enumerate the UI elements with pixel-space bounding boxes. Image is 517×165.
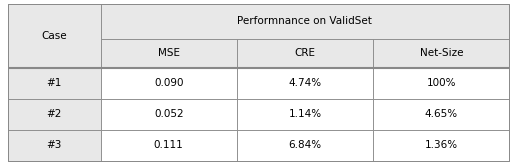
Bar <box>100 39 237 68</box>
Bar <box>8 4 100 68</box>
Text: Performnance on ValidSet: Performnance on ValidSet <box>237 16 372 26</box>
Text: CRE: CRE <box>295 48 316 58</box>
Text: Case: Case <box>41 31 67 41</box>
Bar <box>8 99 100 130</box>
Bar <box>100 4 509 39</box>
Text: MSE: MSE <box>158 48 180 58</box>
Bar <box>373 39 509 68</box>
Text: 4.65%: 4.65% <box>425 109 458 119</box>
Bar <box>237 99 373 130</box>
Text: #3: #3 <box>47 140 62 150</box>
Bar <box>373 130 509 161</box>
Text: 4.74%: 4.74% <box>288 78 322 88</box>
Text: Net-Size: Net-Size <box>419 48 463 58</box>
Bar <box>237 130 373 161</box>
Bar <box>100 68 237 99</box>
Bar <box>237 39 373 68</box>
Text: 0.052: 0.052 <box>154 109 184 119</box>
Bar <box>8 130 100 161</box>
Text: 6.84%: 6.84% <box>288 140 322 150</box>
Bar <box>100 130 237 161</box>
Text: 0.090: 0.090 <box>154 78 184 88</box>
Text: #2: #2 <box>47 109 62 119</box>
Bar <box>8 68 100 99</box>
Text: 1.14%: 1.14% <box>288 109 322 119</box>
Text: #1: #1 <box>47 78 62 88</box>
Text: 100%: 100% <box>427 78 456 88</box>
Bar <box>237 68 373 99</box>
Bar <box>373 99 509 130</box>
Bar <box>100 99 237 130</box>
Bar <box>373 68 509 99</box>
Text: 1.36%: 1.36% <box>425 140 458 150</box>
Text: 0.111: 0.111 <box>154 140 184 150</box>
